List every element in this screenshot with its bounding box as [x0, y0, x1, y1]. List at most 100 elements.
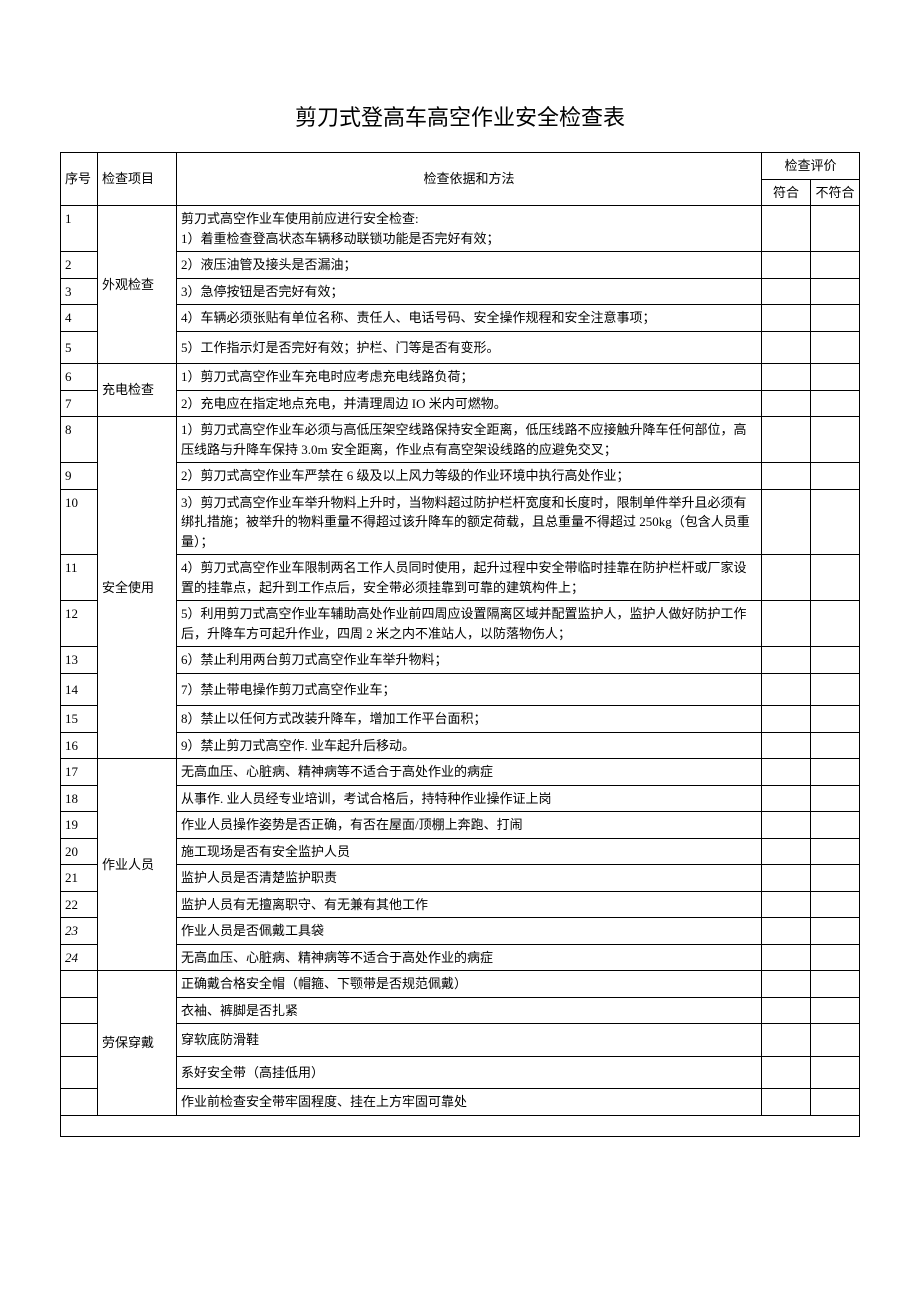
pass-cell[interactable] — [762, 1024, 811, 1057]
seq-cell: 18 — [61, 785, 98, 812]
seq-cell: 8 — [61, 417, 98, 463]
pass-cell[interactable] — [762, 706, 811, 733]
pass-cell[interactable] — [762, 997, 811, 1024]
pass-cell[interactable] — [762, 785, 811, 812]
pass-cell[interactable] — [762, 331, 811, 364]
fail-cell[interactable] — [811, 1056, 860, 1089]
header-method: 检查依据和方法 — [177, 153, 762, 206]
category-cell: 充电检查 — [98, 364, 177, 417]
method-cell: 9）禁止剪刀式高空作. 业车起升后移动。 — [177, 732, 762, 759]
pass-cell[interactable] — [762, 1056, 811, 1089]
pass-cell[interactable] — [762, 1089, 811, 1116]
table-row: 72）充电应在指定地点充电，并清理周边 IO 米内可燃物。 — [61, 390, 860, 417]
pass-cell[interactable] — [762, 812, 811, 839]
method-cell: 监护人员是否清楚监护职责 — [177, 865, 762, 892]
method-cell: 系好安全带（高挂低用） — [177, 1056, 762, 1089]
pass-cell[interactable] — [762, 463, 811, 490]
fail-cell[interactable] — [811, 865, 860, 892]
fail-cell[interactable] — [811, 206, 860, 252]
checklist-table: 序号 检查项目 检查依据和方法 检查评价 符合 不符合 1外观检查剪刀式高空作业… — [60, 152, 860, 1137]
fail-cell[interactable] — [811, 278, 860, 305]
fail-cell[interactable] — [811, 417, 860, 463]
fail-cell[interactable] — [811, 252, 860, 279]
pass-cell[interactable] — [762, 364, 811, 391]
seq-cell: 23 — [61, 918, 98, 945]
fail-cell[interactable] — [811, 706, 860, 733]
fail-cell[interactable] — [811, 838, 860, 865]
fail-cell[interactable] — [811, 489, 860, 555]
table-row: 系好安全带（高挂低用） — [61, 1056, 860, 1089]
method-cell: 施工现场是否有安全监护人员 — [177, 838, 762, 865]
table-row: 103）剪刀式高空作业车举升物料上升时，当物料超过防护栏杆宽度和长度时，限制单件… — [61, 489, 860, 555]
table-row: 19 作业人员操作姿势是否正确，有否在屋面/顶棚上奔跑、打闹 — [61, 812, 860, 839]
fail-cell[interactable] — [811, 305, 860, 332]
seq-cell: 12 — [61, 601, 98, 647]
fail-cell[interactable] — [811, 463, 860, 490]
table-row: 44）车辆必须张贴有单位名称、责任人、电话号码、安全操作规程和安全注意事项； — [61, 305, 860, 332]
pass-cell[interactable] — [762, 252, 811, 279]
table-row: 作业前检查安全带牢固程度、挂在上方牢固可靠处 — [61, 1089, 860, 1116]
seq-cell: 19 — [61, 812, 98, 839]
fail-cell[interactable] — [811, 390, 860, 417]
pass-cell[interactable] — [762, 555, 811, 601]
method-cell: 正确戴合格安全帽（帽箍、下颚带是否规范佩戴） — [177, 971, 762, 998]
pass-cell[interactable] — [762, 944, 811, 971]
method-cell: 2）液压油管及接头是否漏油； — [177, 252, 762, 279]
method-cell: 衣袖、裤脚是否扎紧 — [177, 997, 762, 1024]
seq-cell: 7 — [61, 390, 98, 417]
seq-cell: 11 — [61, 555, 98, 601]
pass-cell[interactable] — [762, 417, 811, 463]
method-cell: 1）剪刀式高空作业车充电时应考虑充电线路负荷； — [177, 364, 762, 391]
fail-cell[interactable] — [811, 673, 860, 706]
table-row: 1外观检查剪刀式高空作业车使用前应进行安全检查: 1）着重检查登高状态车辆移动联… — [61, 206, 860, 252]
method-cell: 4）剪刀式高空作业车限制两名工作人员同时使用，起升过程中安全带临时挂靠在防护栏杆… — [177, 555, 762, 601]
seq-cell: 1 — [61, 206, 98, 252]
fail-cell[interactable] — [811, 647, 860, 674]
pass-cell[interactable] — [762, 647, 811, 674]
pass-cell[interactable] — [762, 971, 811, 998]
fail-cell[interactable] — [811, 997, 860, 1024]
fail-cell[interactable] — [811, 944, 860, 971]
fail-cell[interactable] — [811, 601, 860, 647]
seq-cell — [61, 1024, 98, 1057]
pass-cell[interactable] — [762, 206, 811, 252]
fail-cell[interactable] — [811, 971, 860, 998]
empty-cell — [61, 1115, 860, 1136]
fail-cell[interactable] — [811, 1024, 860, 1057]
seq-cell: 6 — [61, 364, 98, 391]
pass-cell[interactable] — [762, 673, 811, 706]
fail-cell[interactable] — [811, 785, 860, 812]
pass-cell[interactable] — [762, 390, 811, 417]
fail-cell[interactable] — [811, 732, 860, 759]
header-fail: 不符合 — [811, 179, 860, 206]
table-row: 8安全使用1）剪刀式高空作业车必须与高低压架空线路保持安全距离，低压线路不应接触… — [61, 417, 860, 463]
pass-cell[interactable] — [762, 732, 811, 759]
fail-cell[interactable] — [811, 918, 860, 945]
table-row: 20 施工现场是否有安全监护人员 — [61, 838, 860, 865]
method-cell: 无高血压、心脏病、精神病等不适合于高处作业的病症 — [177, 759, 762, 786]
method-cell: 作业人员操作姿势是否正确，有否在屋面/顶棚上奔跑、打闹 — [177, 812, 762, 839]
pass-cell[interactable] — [762, 865, 811, 892]
pass-cell[interactable] — [762, 489, 811, 555]
seq-cell: 20 — [61, 838, 98, 865]
table-row: 55）工作指示灯是否完好有效；护栏、门等是否有变形。 — [61, 331, 860, 364]
pass-cell[interactable] — [762, 838, 811, 865]
category-cell: 外观检查 — [98, 206, 177, 364]
pass-cell[interactable] — [762, 759, 811, 786]
table-row: 22监护人员有无擅离职守、有无兼有其他工作 — [61, 891, 860, 918]
fail-cell[interactable] — [811, 812, 860, 839]
pass-cell[interactable] — [762, 305, 811, 332]
pass-cell[interactable] — [762, 891, 811, 918]
pass-cell[interactable] — [762, 601, 811, 647]
table-body: 1外观检查剪刀式高空作业车使用前应进行安全检查: 1）着重检查登高状态车辆移动联… — [61, 206, 860, 1137]
fail-cell[interactable] — [811, 555, 860, 601]
fail-cell[interactable] — [811, 1089, 860, 1116]
fail-cell[interactable] — [811, 891, 860, 918]
method-cell: 8）禁止以任何方式改装升降车，增加工作平台面积； — [177, 706, 762, 733]
pass-cell[interactable] — [762, 918, 811, 945]
fail-cell[interactable] — [811, 364, 860, 391]
pass-cell[interactable] — [762, 278, 811, 305]
fail-cell[interactable] — [811, 331, 860, 364]
seq-cell: 4 — [61, 305, 98, 332]
fail-cell[interactable] — [811, 759, 860, 786]
